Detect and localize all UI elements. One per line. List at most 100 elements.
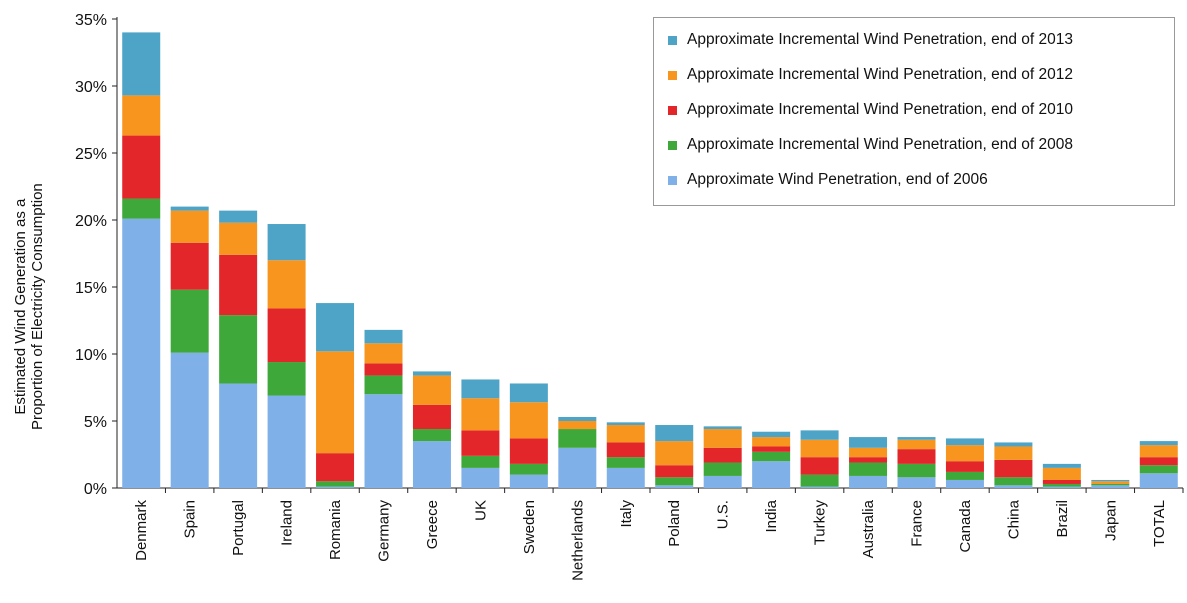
bar-segment xyxy=(122,135,161,199)
bar-segment xyxy=(412,404,451,430)
x-tick-label: China xyxy=(1005,499,1022,539)
bar-segment xyxy=(994,485,1033,488)
bar-segment xyxy=(994,446,1033,460)
bar-segment xyxy=(412,441,451,488)
bar-segment xyxy=(170,352,209,488)
bar-segment xyxy=(219,254,258,316)
legend-label: Approximate Incremental Wind Penetration… xyxy=(687,101,1074,118)
bar-segment xyxy=(849,437,888,448)
legend-swatch xyxy=(668,35,677,45)
bar-segment xyxy=(752,451,791,462)
bar-segment xyxy=(1139,441,1178,446)
legend-label: Approximate Incremental Wind Penetration… xyxy=(687,31,1074,48)
legend: Approximate Incremental Wind Penetration… xyxy=(653,17,1175,206)
bar-segment xyxy=(1139,445,1178,458)
x-tick-label: UK xyxy=(472,500,489,521)
bar-segment xyxy=(1042,479,1081,484)
legend-item: Approximate Incremental Wind Penetration… xyxy=(668,63,1073,87)
x-tick-label: Spain xyxy=(182,500,199,538)
bar-segment xyxy=(412,375,451,405)
x-tick-label: Netherlands xyxy=(569,500,586,581)
bar-segment xyxy=(316,351,355,454)
bar-segment xyxy=(316,481,355,487)
bar-segment xyxy=(945,471,984,480)
bar-segment xyxy=(849,462,888,476)
x-tick-label: Japan xyxy=(1102,500,1119,541)
bar-segment xyxy=(219,222,258,255)
bar-segment xyxy=(849,447,888,458)
bar-segment xyxy=(1091,483,1130,486)
bar-segment xyxy=(558,447,597,488)
bar-segment xyxy=(897,463,936,478)
x-tick-label: Brazil xyxy=(1054,500,1071,538)
bar-segment xyxy=(655,485,694,488)
bar-segment xyxy=(316,453,355,482)
y-tick-label: 5% xyxy=(84,414,107,431)
bar-segment xyxy=(703,429,742,448)
y-tick-label: 0% xyxy=(84,481,107,498)
x-tick-label: Ireland xyxy=(279,500,296,546)
x-tick-label: Denmark xyxy=(133,500,150,561)
y-tick-label: 20% xyxy=(75,213,107,230)
bar-segment xyxy=(316,303,355,352)
bar-segment xyxy=(1091,481,1130,484)
bar-segment xyxy=(461,398,500,431)
bar-segment xyxy=(606,422,645,426)
legend-item: Approximate Wind Penetration, end of 200… xyxy=(668,168,988,192)
bar-segment xyxy=(412,371,451,376)
bar-segment xyxy=(897,437,936,440)
bar-segment xyxy=(945,461,984,472)
bar-segment xyxy=(558,421,597,430)
bar-segment xyxy=(800,474,839,487)
legend-swatch xyxy=(668,175,677,185)
bar-segment xyxy=(800,486,839,488)
y-tick-label: 25% xyxy=(75,146,107,163)
bar-segment xyxy=(364,329,403,344)
legend-swatch xyxy=(668,140,677,150)
bar-segment xyxy=(412,429,451,442)
legend-swatch xyxy=(668,70,677,80)
x-tick-label: Italy xyxy=(618,500,635,528)
y-tick-label: 10% xyxy=(75,347,107,364)
bar-segment xyxy=(219,210,258,223)
bar-segment xyxy=(752,431,791,438)
bar-segment xyxy=(316,486,355,488)
bar-segment xyxy=(267,395,306,488)
bar-segment xyxy=(1042,486,1081,488)
bar-segment xyxy=(1042,483,1081,487)
bar-segment xyxy=(1042,463,1081,468)
bar-segment xyxy=(655,465,694,478)
bar-segment xyxy=(606,442,645,458)
bar-segment xyxy=(703,475,742,488)
legend-swatch xyxy=(668,105,677,115)
bar-segment xyxy=(364,375,403,395)
bar-segment xyxy=(752,446,791,452)
bar-segment xyxy=(703,447,742,463)
y-tick-label: 35% xyxy=(75,12,107,29)
bar-segment xyxy=(364,394,403,488)
bar-segment xyxy=(800,430,839,440)
bar-segment xyxy=(558,416,597,421)
x-tick-label: Canada xyxy=(957,499,974,552)
bar-segment xyxy=(267,362,306,396)
bar-segment xyxy=(509,438,548,464)
bar-segment xyxy=(655,441,694,466)
bar-segment xyxy=(655,425,694,442)
x-tick-label: Poland xyxy=(666,500,683,547)
bar-segment xyxy=(267,224,306,261)
x-tick-label: India xyxy=(763,499,780,532)
x-tick-label: France xyxy=(909,500,926,547)
bar-segment xyxy=(364,343,403,364)
bar-segment xyxy=(461,430,500,456)
x-tick-label: U.S. xyxy=(715,500,732,529)
bar-segment xyxy=(897,477,936,488)
bar-segment xyxy=(461,467,500,488)
bar-segment xyxy=(267,308,306,363)
bar-segment xyxy=(849,475,888,488)
bar-segment xyxy=(945,438,984,446)
bar-segment xyxy=(509,402,548,439)
bar-segment xyxy=(122,95,161,136)
bar-segment xyxy=(655,477,694,486)
y-axis-label-line-1: Estimated Wind Generation as a xyxy=(12,198,29,415)
